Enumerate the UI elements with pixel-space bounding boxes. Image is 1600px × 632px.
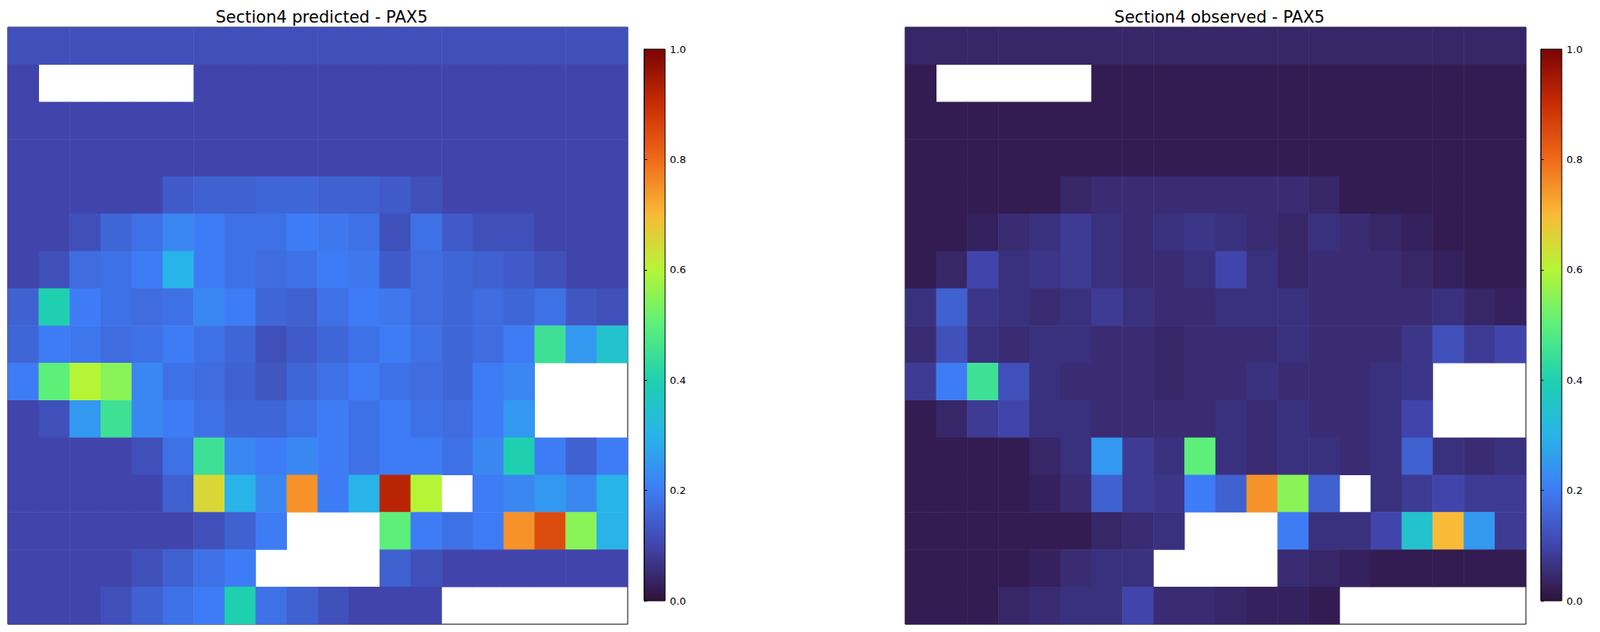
svg-text:0.6: 0.6 bbox=[1566, 263, 1583, 276]
svg-text:0.2: 0.2 bbox=[1566, 484, 1583, 496]
svg-text:0.2: 0.2 bbox=[669, 484, 687, 496]
svg-text:0.6: 0.6 bbox=[669, 263, 687, 276]
svg-text:0.4: 0.4 bbox=[669, 374, 687, 386]
svg-text:0.0: 0.0 bbox=[669, 594, 687, 607]
svg-text:1.0: 1.0 bbox=[1566, 43, 1583, 56]
svg-text:0.0: 0.0 bbox=[1566, 594, 1583, 607]
svg-text:1.0: 1.0 bbox=[669, 43, 687, 56]
svg-text:0.8: 0.8 bbox=[669, 153, 687, 166]
svg-text:0.8: 0.8 bbox=[1566, 153, 1583, 166]
svg-text:Section4 observed - PAX5: Section4 observed - PAX5 bbox=[1114, 7, 1325, 27]
svg-text:0.4: 0.4 bbox=[1566, 374, 1583, 386]
svg-text:Section4 predicted - PAX5: Section4 predicted - PAX5 bbox=[215, 7, 428, 27]
